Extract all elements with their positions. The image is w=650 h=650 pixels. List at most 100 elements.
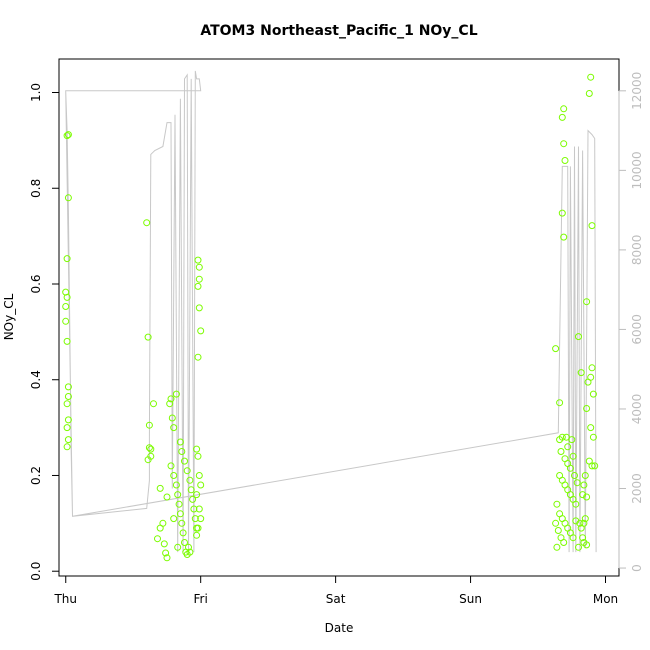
x-tick-label: Fri (194, 592, 208, 606)
data-point (558, 433, 566, 441)
y-tick-label: 1.0 (29, 83, 43, 102)
data-point (552, 519, 560, 527)
data-point (564, 443, 572, 451)
data-point (63, 132, 71, 140)
data-point (63, 443, 71, 451)
data-point (587, 424, 595, 432)
data-point (154, 535, 161, 543)
data-point (583, 493, 591, 501)
data-point (553, 543, 561, 551)
data-point (186, 476, 194, 484)
plot-series-layer (62, 70, 599, 562)
data-point (163, 493, 171, 501)
data-point (63, 424, 71, 432)
data-point (64, 416, 72, 424)
chart-title: ATOM3 Northeast_Pacific_1 NOy_CL (200, 23, 477, 39)
data-point (193, 445, 201, 453)
y-tick-label: 0.8 (29, 179, 43, 198)
data-point (569, 534, 577, 542)
data-point (589, 390, 597, 398)
data-point (575, 543, 582, 551)
y2-tick-label: 4000 (630, 394, 644, 425)
data-point (197, 327, 205, 335)
data-point (178, 519, 186, 527)
data-point (568, 436, 576, 444)
data-point (583, 405, 591, 412)
data-point (187, 486, 195, 494)
data-point (581, 472, 589, 479)
data-point (588, 222, 596, 230)
data-point (591, 462, 599, 470)
data-point (190, 505, 198, 513)
data-point (194, 282, 202, 290)
data-point (64, 383, 72, 391)
x-tick-label: Sat (326, 592, 346, 606)
data-point (167, 462, 175, 470)
data-point (583, 298, 591, 306)
data-point (145, 444, 153, 452)
data-point (186, 548, 194, 556)
data-point (181, 457, 188, 465)
data-point (183, 467, 191, 475)
data-point (170, 424, 178, 432)
data-point (195, 275, 203, 283)
data-point (193, 531, 201, 539)
data-point (145, 421, 153, 429)
data-point (176, 438, 184, 446)
data-point (561, 157, 569, 164)
data-point (556, 399, 564, 407)
data-point (195, 505, 203, 513)
data-point (560, 539, 568, 546)
data-point (587, 73, 595, 81)
data-point (195, 263, 203, 271)
data-point (150, 400, 157, 408)
y2-tick-label: 0 (630, 564, 644, 572)
data-point (577, 369, 585, 377)
data-point (156, 484, 164, 492)
data-point (560, 140, 568, 148)
data-point (144, 333, 152, 341)
data-point (558, 209, 566, 217)
data-point (178, 448, 186, 455)
data-point (174, 543, 182, 551)
data-point (162, 549, 170, 557)
data-point (572, 517, 580, 525)
data-point (552, 345, 560, 353)
data-point (587, 373, 595, 381)
data-point (571, 472, 578, 479)
y2-tick-label: 8000 (630, 235, 644, 266)
data-point (558, 113, 566, 121)
data-point (185, 543, 192, 551)
data-point (166, 400, 174, 408)
data-point (176, 510, 184, 518)
data-point (160, 540, 168, 548)
data-point (572, 500, 580, 508)
data-point (560, 105, 568, 113)
data-point (194, 353, 202, 361)
x-tick-label: Sun (459, 592, 482, 606)
data-point (167, 395, 175, 403)
data-point (64, 194, 72, 202)
data-point (553, 500, 561, 508)
data-point (172, 390, 180, 398)
data-point (64, 436, 72, 444)
axes-layer: Thu Fri Sat Sun Mon 0.0 0.2 0.4 0.6 0.8 1.0 0 2000 40… (29, 58, 644, 606)
y-tick-label: 0.4 (29, 370, 43, 389)
data-point (585, 90, 593, 97)
y-tick-label: 0.0 (29, 562, 43, 581)
data-point (193, 491, 201, 499)
x-tick-label: Thu (53, 592, 77, 606)
data-point (194, 256, 202, 264)
y2-tick-label: 10000 (630, 151, 644, 189)
data-point (588, 364, 596, 372)
data-point (63, 400, 71, 408)
data-point (566, 464, 574, 472)
data-point (583, 541, 591, 549)
data-point (575, 333, 582, 341)
y2-tick-label: 6000 (630, 314, 644, 345)
data-point (195, 304, 203, 312)
data-point (143, 219, 151, 227)
data-point (569, 452, 577, 460)
data-point (179, 529, 187, 537)
